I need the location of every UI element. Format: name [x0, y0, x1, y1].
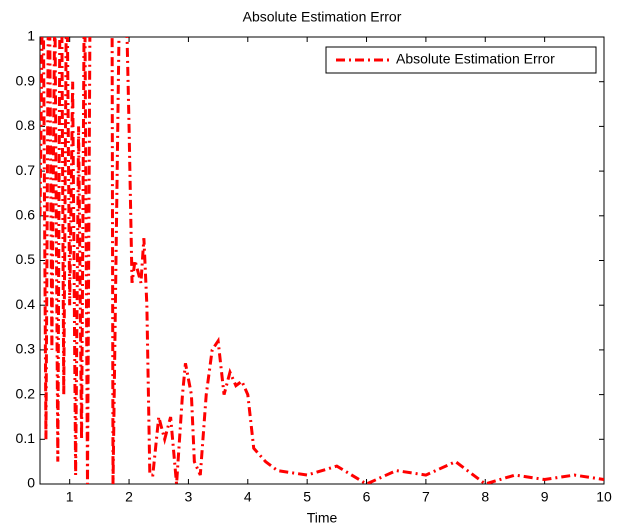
x-tick-label: 8 — [481, 489, 489, 505]
x-tick-label: 4 — [244, 489, 252, 505]
y-tick-label: 0 — [27, 475, 35, 491]
y-tick-label: 0.7 — [16, 162, 36, 178]
x-tick-label: 9 — [541, 489, 549, 505]
x-tick-label: 1 — [66, 489, 74, 505]
y-tick-label: 0.6 — [16, 207, 36, 223]
legend-label: Absolute Estimation Error — [396, 51, 555, 67]
plot-area — [40, 37, 604, 484]
data-line — [40, 37, 604, 484]
y-tick-label: 0.3 — [16, 341, 36, 357]
plot-box — [39, 36, 605, 485]
y-tick-label: 1 — [27, 28, 35, 44]
x-tick-label: 7 — [422, 489, 430, 505]
x-tick-label: 3 — [185, 489, 193, 505]
x-tick-label: 10 — [596, 489, 612, 505]
x-axis-label: Time — [307, 510, 338, 526]
x-tick-label: 6 — [363, 489, 371, 505]
x-tick-label: 2 — [125, 489, 133, 505]
y-tick-label: 0.1 — [16, 430, 36, 446]
y-tick-label: 0.2 — [16, 385, 36, 401]
legend-box — [325, 46, 597, 74]
legend: Absolute Estimation Error — [325, 46, 597, 74]
y-tick-label: 0.5 — [16, 251, 36, 267]
chart-title: Absolute Estimation Error — [243, 9, 402, 25]
y-tick-label: 0.8 — [16, 117, 36, 133]
y-tick-label: 0.9 — [16, 72, 36, 88]
y-tick-label: 0.4 — [16, 296, 36, 312]
x-tick-label: 5 — [303, 489, 311, 505]
